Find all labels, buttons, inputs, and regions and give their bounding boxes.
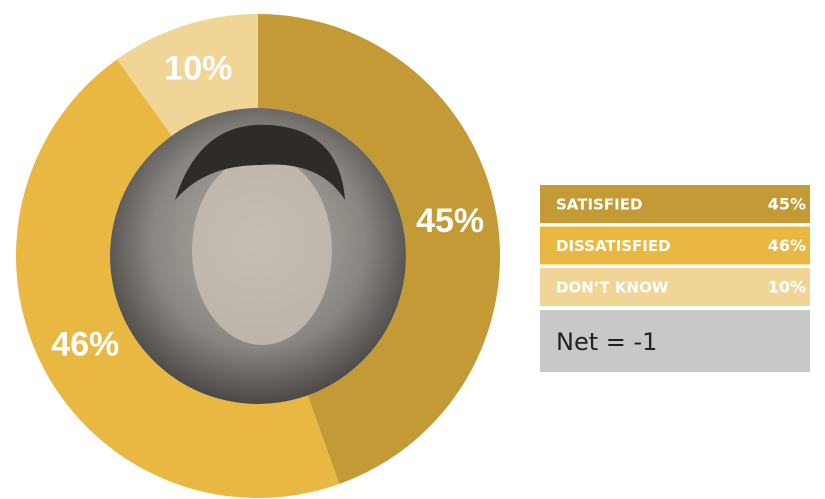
page: {"chart_data": {"type": "donut", "catego…: [0, 0, 825, 499]
net-box: Net = -1: [540, 310, 810, 372]
legend-label: SATISFIED: [556, 196, 642, 214]
donut-label: 45%: [416, 202, 484, 240]
chart: 45% 46% 10% SATISFIED 45% DISSATISFIED 46% DON…: [0, 0, 825, 499]
donut-label: 46%: [51, 325, 119, 363]
legend-value: 46%: [768, 236, 806, 255]
legend-label: DON’T KNOW: [556, 279, 669, 297]
donut-label: 10%: [164, 49, 232, 87]
net-label: Net = -1: [556, 328, 657, 356]
legend: SATISFIED 45% DISSATISFIED 46% DON’T KNOW 10%: [540, 185, 810, 306]
legend-value: 45%: [768, 195, 806, 214]
legend-value: 10%: [768, 278, 806, 297]
legend-label: DISSATISFIED: [556, 237, 671, 255]
photo: [110, 108, 406, 404]
